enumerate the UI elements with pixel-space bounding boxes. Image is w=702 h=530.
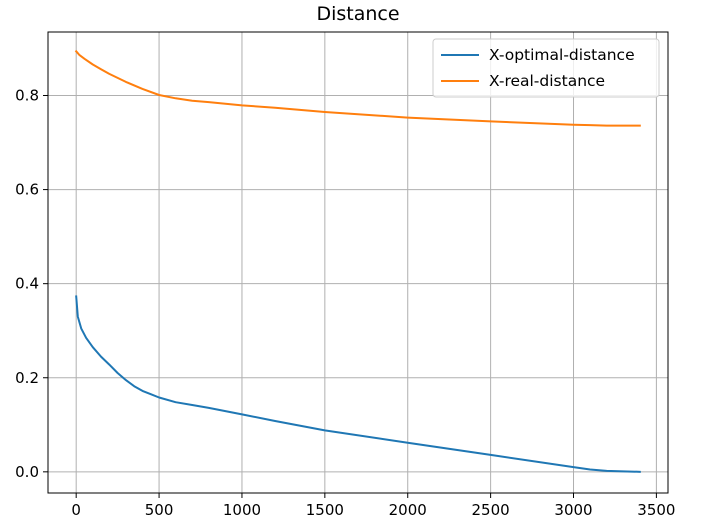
- legend-label: X-optimal-distance: [489, 46, 635, 64]
- x-tick-label: 500: [145, 501, 174, 519]
- y-tick-label: 0.0: [15, 463, 39, 481]
- chart-title: Distance: [316, 3, 399, 25]
- y-tick-label: 0.4: [15, 275, 39, 293]
- grid: [48, 32, 668, 493]
- x-tick-label: 1500: [306, 501, 344, 519]
- x-tick-label: 2500: [472, 501, 510, 519]
- series-layer: [74, 49, 641, 473]
- legend-label: X-real-distance: [489, 72, 605, 90]
- x-tick-label: 0: [71, 501, 81, 519]
- y-tick-label: 0.2: [15, 369, 39, 387]
- series-line-x-real-distance: [74, 49, 641, 127]
- y-tick-label: 0.6: [15, 181, 39, 199]
- legend-box: [432, 38, 660, 98]
- axes-frame: [47, 31, 669, 494]
- x-tick-label: 3000: [554, 501, 592, 519]
- x-tick-label: 3500: [637, 501, 675, 519]
- legend: X-optimal-distance X-real-distance: [432, 38, 660, 98]
- x-tick-label: 2000: [389, 501, 427, 519]
- ticks: 0 500 1000 1500 2000 2500 3000 3500 0.0 0.2 0.4 0.6…: [15, 87, 675, 519]
- series-line-x-optimal-distance: [75, 295, 641, 473]
- x-tick-label: 1000: [223, 501, 261, 519]
- y-tick-label: 0.8: [15, 87, 39, 105]
